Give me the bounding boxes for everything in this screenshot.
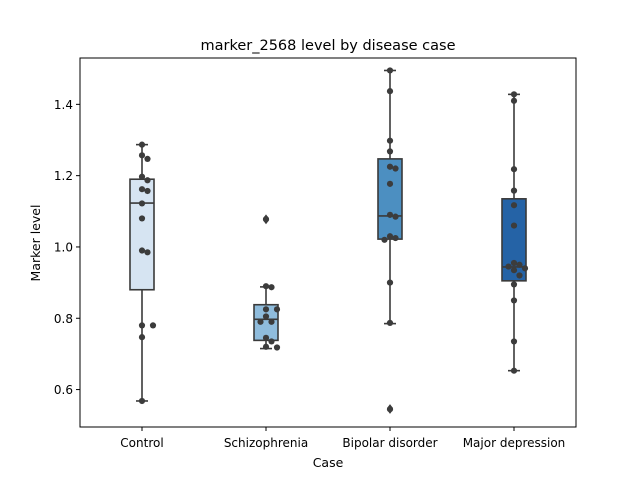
data-point bbox=[510, 281, 518, 288]
x-tick-label: Bipolar disorder bbox=[342, 436, 437, 450]
data-point bbox=[386, 211, 394, 218]
data-point bbox=[510, 166, 518, 173]
x-tick-label: Major depression bbox=[463, 436, 566, 450]
points-major-depression bbox=[505, 91, 529, 374]
data-point bbox=[138, 141, 146, 148]
data-point bbox=[510, 202, 518, 209]
data-point bbox=[510, 97, 518, 104]
box bbox=[129, 178, 155, 291]
data-point bbox=[516, 272, 523, 279]
x-tick-label: Schizophrenia bbox=[224, 436, 308, 450]
data-point bbox=[510, 338, 518, 345]
data-point bbox=[268, 338, 275, 345]
data-point bbox=[386, 233, 394, 240]
data-point bbox=[149, 322, 157, 329]
data-point bbox=[138, 334, 146, 341]
data-point bbox=[268, 284, 275, 291]
data-point bbox=[138, 200, 146, 207]
data-point bbox=[505, 263, 512, 270]
data-point bbox=[510, 259, 518, 267]
data-point bbox=[510, 267, 518, 274]
data-point bbox=[144, 249, 151, 256]
data-point bbox=[262, 313, 270, 320]
points-bipolar-disorder bbox=[381, 67, 399, 413]
plot-area bbox=[79, 57, 577, 428]
data-point bbox=[268, 318, 275, 325]
data-point bbox=[386, 163, 394, 170]
data-point bbox=[138, 186, 146, 193]
data-point bbox=[386, 137, 394, 144]
data-point bbox=[386, 180, 394, 187]
data-point bbox=[262, 334, 270, 341]
points-control bbox=[138, 141, 157, 405]
data-point bbox=[510, 297, 518, 304]
data-point bbox=[386, 88, 394, 95]
data-point bbox=[386, 406, 394, 413]
data-point bbox=[138, 215, 146, 222]
chart-title: marker_2568 level by disease case bbox=[201, 38, 456, 54]
data-point bbox=[257, 318, 264, 325]
box bbox=[377, 158, 403, 240]
data-point bbox=[510, 222, 518, 229]
data-point bbox=[144, 187, 151, 195]
data-point bbox=[521, 265, 529, 272]
data-point bbox=[510, 91, 518, 98]
data-point bbox=[386, 148, 394, 155]
data-point bbox=[144, 177, 151, 184]
plot-frame bbox=[79, 57, 577, 428]
x-axis: Control Schizophrenia Bipolar disorder Majo… bbox=[120, 427, 565, 450]
data-point bbox=[138, 247, 146, 254]
data-point bbox=[510, 187, 518, 194]
y-tick-label: 1.2 bbox=[54, 169, 73, 183]
y-tick-label: 0.8 bbox=[54, 312, 73, 326]
data-point bbox=[273, 344, 281, 351]
data-point bbox=[386, 67, 394, 74]
box-group-control bbox=[129, 143, 155, 402]
data-point bbox=[392, 213, 399, 220]
x-tick-label: Control bbox=[120, 436, 163, 450]
y-tick-label: 0.6 bbox=[54, 383, 73, 397]
data-point bbox=[273, 306, 281, 313]
data-point bbox=[262, 306, 270, 313]
y-tick-label: 1.4 bbox=[54, 98, 73, 112]
data-point bbox=[262, 283, 270, 290]
data-point bbox=[510, 367, 518, 374]
data-point bbox=[144, 155, 151, 162]
data-point bbox=[516, 261, 523, 268]
data-point bbox=[262, 216, 270, 223]
data-point bbox=[138, 152, 146, 159]
x-axis-label: Case bbox=[313, 455, 344, 470]
y-axis: 0.6 0.8 1.0 1.2 1.4 bbox=[54, 98, 80, 397]
data-point bbox=[386, 319, 394, 326]
data-point bbox=[386, 279, 394, 286]
data-point bbox=[262, 343, 270, 350]
data-point bbox=[392, 165, 399, 172]
data-point bbox=[381, 236, 388, 243]
points-schizophrenia bbox=[257, 216, 281, 351]
data-point bbox=[138, 322, 146, 329]
data-point bbox=[392, 234, 399, 242]
data-point bbox=[138, 397, 146, 405]
y-tick-label: 1.0 bbox=[54, 240, 73, 254]
data-point bbox=[138, 173, 146, 180]
y-axis-label: Marker level bbox=[28, 205, 43, 282]
